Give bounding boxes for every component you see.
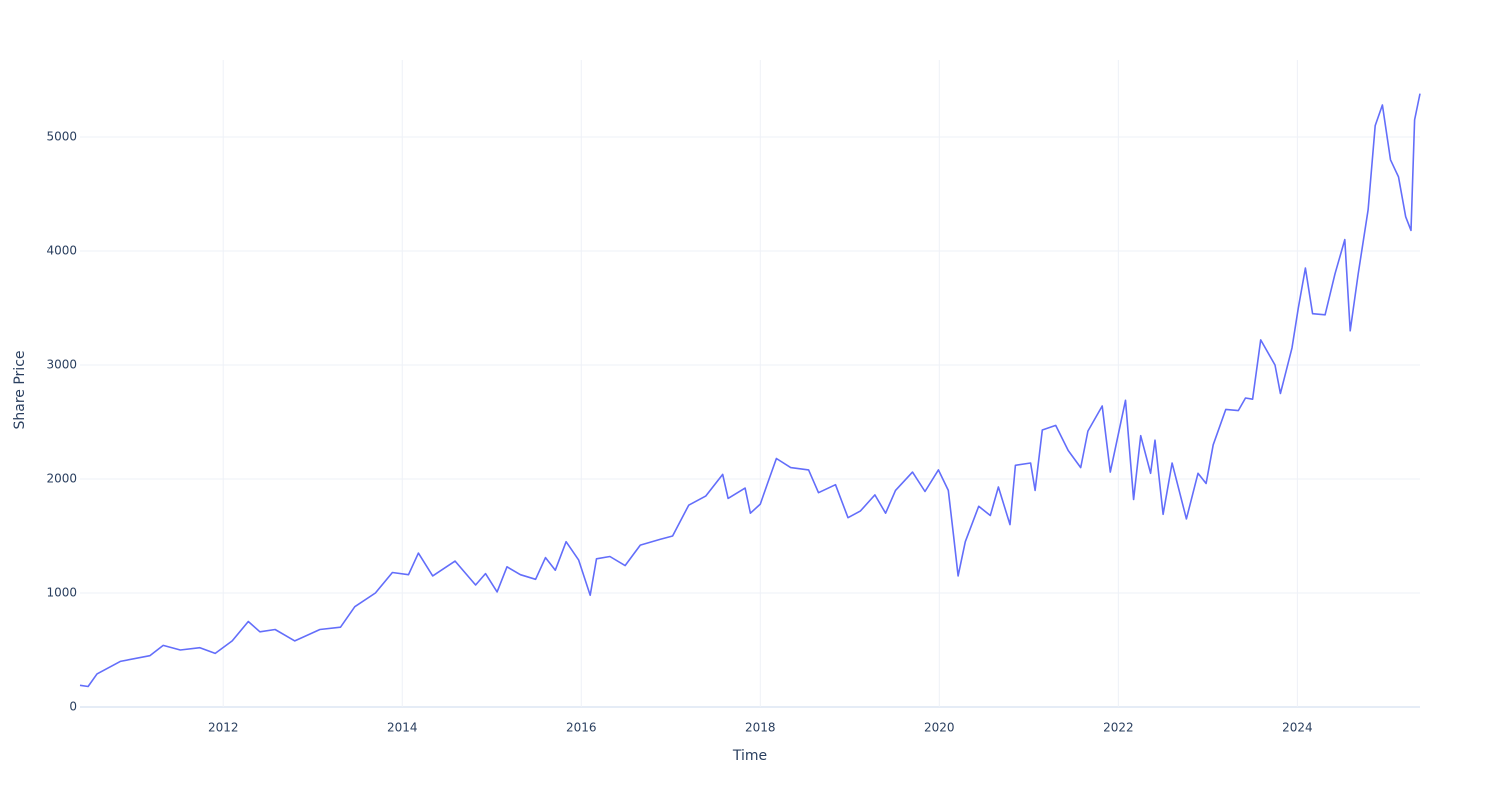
x-tick-label: 2014 (387, 721, 418, 735)
x-tick-label: 2016 (566, 721, 597, 735)
x-tick-label: 2024 (1282, 721, 1313, 735)
y-tick-label: 0 (69, 700, 77, 714)
x-tick-label: 2018 (745, 721, 776, 735)
y-tick-label: 4000 (46, 243, 77, 257)
x-tick-label: 2022 (1103, 721, 1134, 735)
x-tick-label: 2012 (208, 721, 239, 735)
y-axis-title: Share Price (12, 350, 28, 429)
y-tick-label: 5000 (46, 129, 77, 143)
y-tick-label: 2000 (46, 471, 77, 485)
y-tick-label: 3000 (46, 357, 77, 371)
x-axis-title: Time (732, 748, 767, 764)
price-line (79, 93, 1421, 688)
x-tick-label: 2020 (924, 721, 955, 735)
y-tick-label: 1000 (46, 585, 77, 599)
